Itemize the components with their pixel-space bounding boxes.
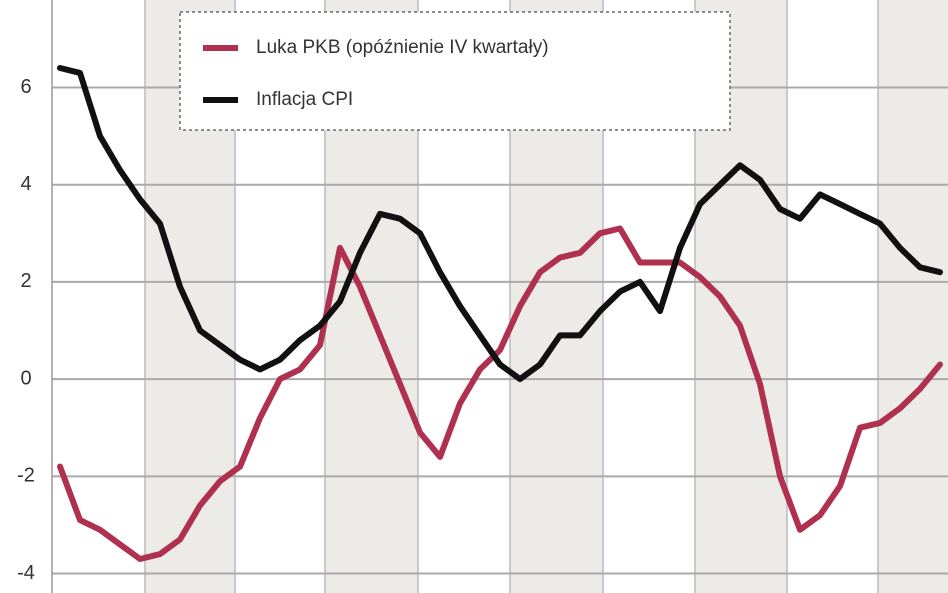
series-line <box>57 65 943 383</box>
legend-label: Inflacja CPI <box>256 89 353 110</box>
y-tick-label: 0 <box>20 367 31 389</box>
series-line <box>57 225 943 562</box>
legend-box <box>179 11 731 131</box>
band <box>878 0 948 593</box>
y-tick-label: 8 <box>20 0 31 1</box>
y-tick-label: -4 <box>17 562 35 584</box>
y-tick-label: 4 <box>20 173 31 195</box>
y-tick-label: 2 <box>20 270 31 292</box>
legend-label: Luka PKB (opóźnienie IV kwartały) <box>256 37 549 58</box>
y-tick-label: 6 <box>20 76 31 98</box>
y-tick-label: -2 <box>17 465 35 487</box>
